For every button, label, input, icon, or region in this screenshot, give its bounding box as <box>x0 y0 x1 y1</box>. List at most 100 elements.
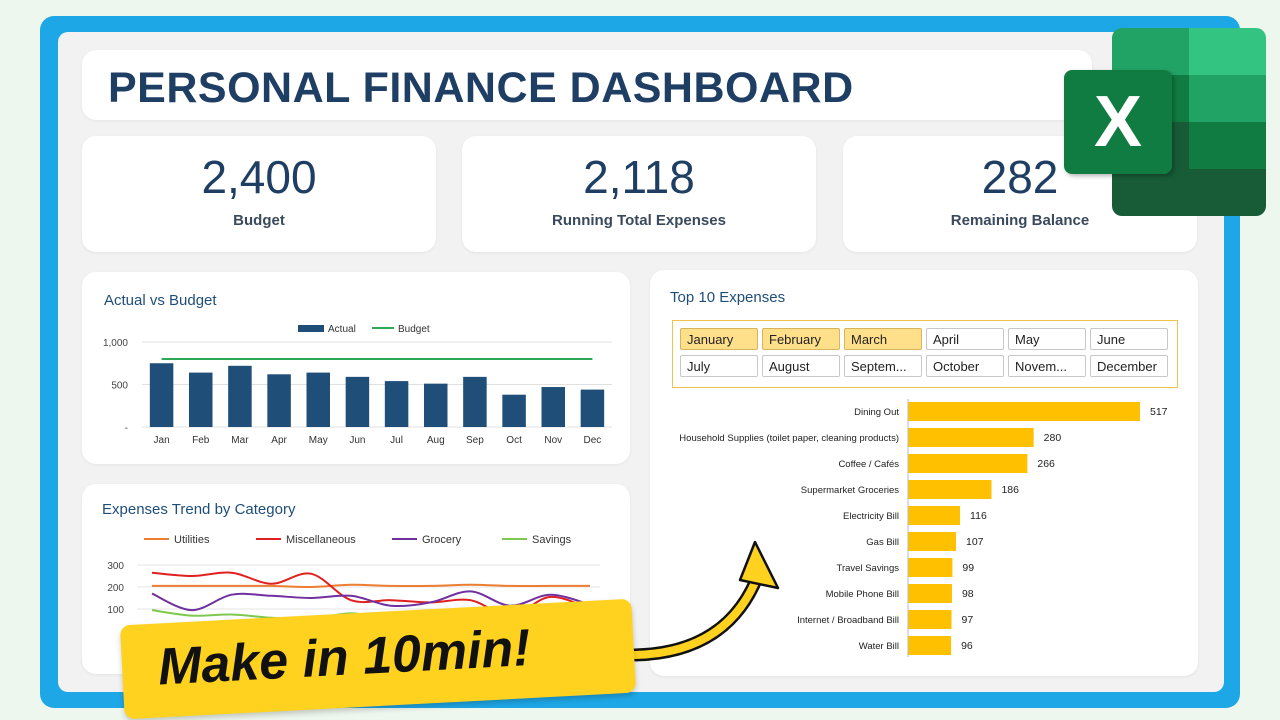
title-card: PERSONAL FINANCE DASHBOARD <box>82 50 1092 120</box>
kpi-budget-card: 2,400 Budget <box>82 136 436 252</box>
y-tick-label: - <box>125 423 128 434</box>
actual-vs-budget-title: Actual vs Budget <box>104 292 217 309</box>
x-tick-label: May <box>309 435 328 446</box>
category-label: Internet / Broadband Bill <box>797 615 899 626</box>
actual-bar <box>149 363 174 427</box>
actual-bar <box>580 389 605 427</box>
value-label: 97 <box>962 614 974 626</box>
slicer-month-january[interactable]: January <box>680 328 758 350</box>
category-label: Water Bill <box>859 641 899 652</box>
kpi-balance-label: Remaining Balance <box>950 212 1090 229</box>
expense-bar <box>908 584 952 603</box>
category-label: Mobile Phone Bill <box>826 589 899 600</box>
trend-title: Expenses Trend by Category <box>102 501 296 518</box>
x-tick-label: Aug <box>427 435 445 446</box>
slicer-month-november[interactable]: Novem... <box>1008 355 1086 377</box>
y-tick-label: 100 <box>107 605 124 616</box>
expense-bar <box>908 428 1034 447</box>
slicer-month-october[interactable]: October <box>926 355 1004 377</box>
top10-title: Top 10 Expenses <box>670 289 786 306</box>
legend-label: Savings <box>532 534 572 546</box>
expense-bar <box>908 454 1028 473</box>
kpi-budget-value: 2,400 <box>201 151 317 203</box>
slicer-month-december[interactable]: December <box>1090 355 1168 377</box>
legend-label: Miscellaneous <box>286 534 356 546</box>
actual-bar <box>189 372 213 427</box>
actual-bar <box>228 365 252 427</box>
category-label: Coffee / Cafés <box>838 459 899 470</box>
x-tick-label: Nov <box>544 435 562 446</box>
value-label: 99 <box>962 562 974 574</box>
top10-chart: Dining Out 517 Household Supplies (toilet … <box>679 399 1168 657</box>
kpi-budget-label: Budget <box>233 212 285 229</box>
expense-bar <box>908 506 961 525</box>
excel-logo-letter: X <box>1093 82 1143 162</box>
actual-bar <box>384 381 409 427</box>
expense-bar <box>908 532 957 551</box>
trend-line-utilities <box>152 583 590 589</box>
slicer-month-april[interactable]: April <box>926 328 1004 350</box>
y-tick-label: 200 <box>107 583 124 594</box>
x-tick-label: Jun <box>349 435 365 446</box>
x-tick-label: Oct <box>506 435 522 446</box>
value-label: 96 <box>961 640 973 652</box>
actual-bar <box>345 376 370 427</box>
slicer-month-february[interactable]: February <box>762 328 840 350</box>
expense-bar <box>908 636 952 655</box>
actual-bar <box>463 376 487 427</box>
slicer-month-august[interactable]: August <box>762 355 840 377</box>
legend-label-actual: Actual <box>328 324 356 335</box>
slicer-month-june[interactable]: June <box>1090 328 1168 350</box>
x-tick-label: Sep <box>466 435 484 446</box>
legend-swatch-actual <box>298 325 324 332</box>
category-label: Supermarket Groceries <box>801 485 899 496</box>
x-tick-label: Apr <box>271 435 287 446</box>
legend-label: Utilities <box>174 534 210 546</box>
value-label: 116 <box>970 510 987 522</box>
legend-label: Grocery <box>422 534 462 546</box>
expense-bar <box>908 610 952 629</box>
kpi-expenses-card: 2,118 Running Total Expenses <box>462 136 816 252</box>
value-label: 107 <box>966 536 984 548</box>
category-label: Dining Out <box>854 407 899 418</box>
actual-vs-budget-chart: Actual Budget 1,000 500 - Jan Feb Mar Apr May Jun J… <box>103 324 612 446</box>
actual-bar <box>306 372 330 427</box>
arrow-icon <box>623 540 780 662</box>
cta-text: Make in 10min! <box>156 619 532 697</box>
actual-bar <box>267 374 291 427</box>
category-label: Travel Savings <box>837 563 900 574</box>
category-label: Gas Bill <box>866 537 899 548</box>
y-tick-label: 500 <box>111 381 128 392</box>
x-tick-label: Dec <box>584 435 602 446</box>
kpi-balance-value: 282 <box>981 151 1059 203</box>
value-label: 280 <box>1044 432 1062 444</box>
expense-bar <box>908 402 1140 421</box>
page-title: PERSONAL FINANCE DASHBOARD <box>108 64 854 112</box>
slicer-month-march[interactable]: March <box>844 328 922 350</box>
x-tick-label: Feb <box>192 435 210 446</box>
value-label: 186 <box>1001 484 1019 496</box>
actual-vs-budget-panel: Actual vs Budget Actual Budget 1,000 500 - Ja… <box>82 272 630 464</box>
actual-bar <box>502 394 526 427</box>
x-tick-label: Jan <box>154 435 170 446</box>
slicer-month-july[interactable]: July <box>680 355 758 377</box>
legend-label-budget: Budget <box>398 324 430 335</box>
actual-bar <box>541 387 565 427</box>
x-tick-label: Jul <box>390 435 403 446</box>
y-tick-label: 1,000 <box>103 338 128 349</box>
value-label: 517 <box>1150 406 1168 418</box>
category-label: Household Supplies (toilet paper, cleani… <box>679 433 899 444</box>
value-label: 98 <box>962 588 974 600</box>
expense-bar <box>908 558 953 577</box>
actual-bar <box>424 383 448 427</box>
kpi-expenses-value: 2,118 <box>583 151 695 203</box>
x-tick-label: Mar <box>231 435 249 446</box>
category-label: Electricity Bill <box>843 511 899 522</box>
value-label: 266 <box>1037 458 1055 470</box>
y-tick-label: 300 <box>107 561 124 572</box>
slicer-month-september[interactable]: Septem... <box>844 355 922 377</box>
month-slicer: January February March April May June Ju… <box>672 320 1178 388</box>
excel-logo-icon: X <box>1064 28 1266 216</box>
expense-bar <box>908 480 992 499</box>
slicer-month-may[interactable]: May <box>1008 328 1086 350</box>
